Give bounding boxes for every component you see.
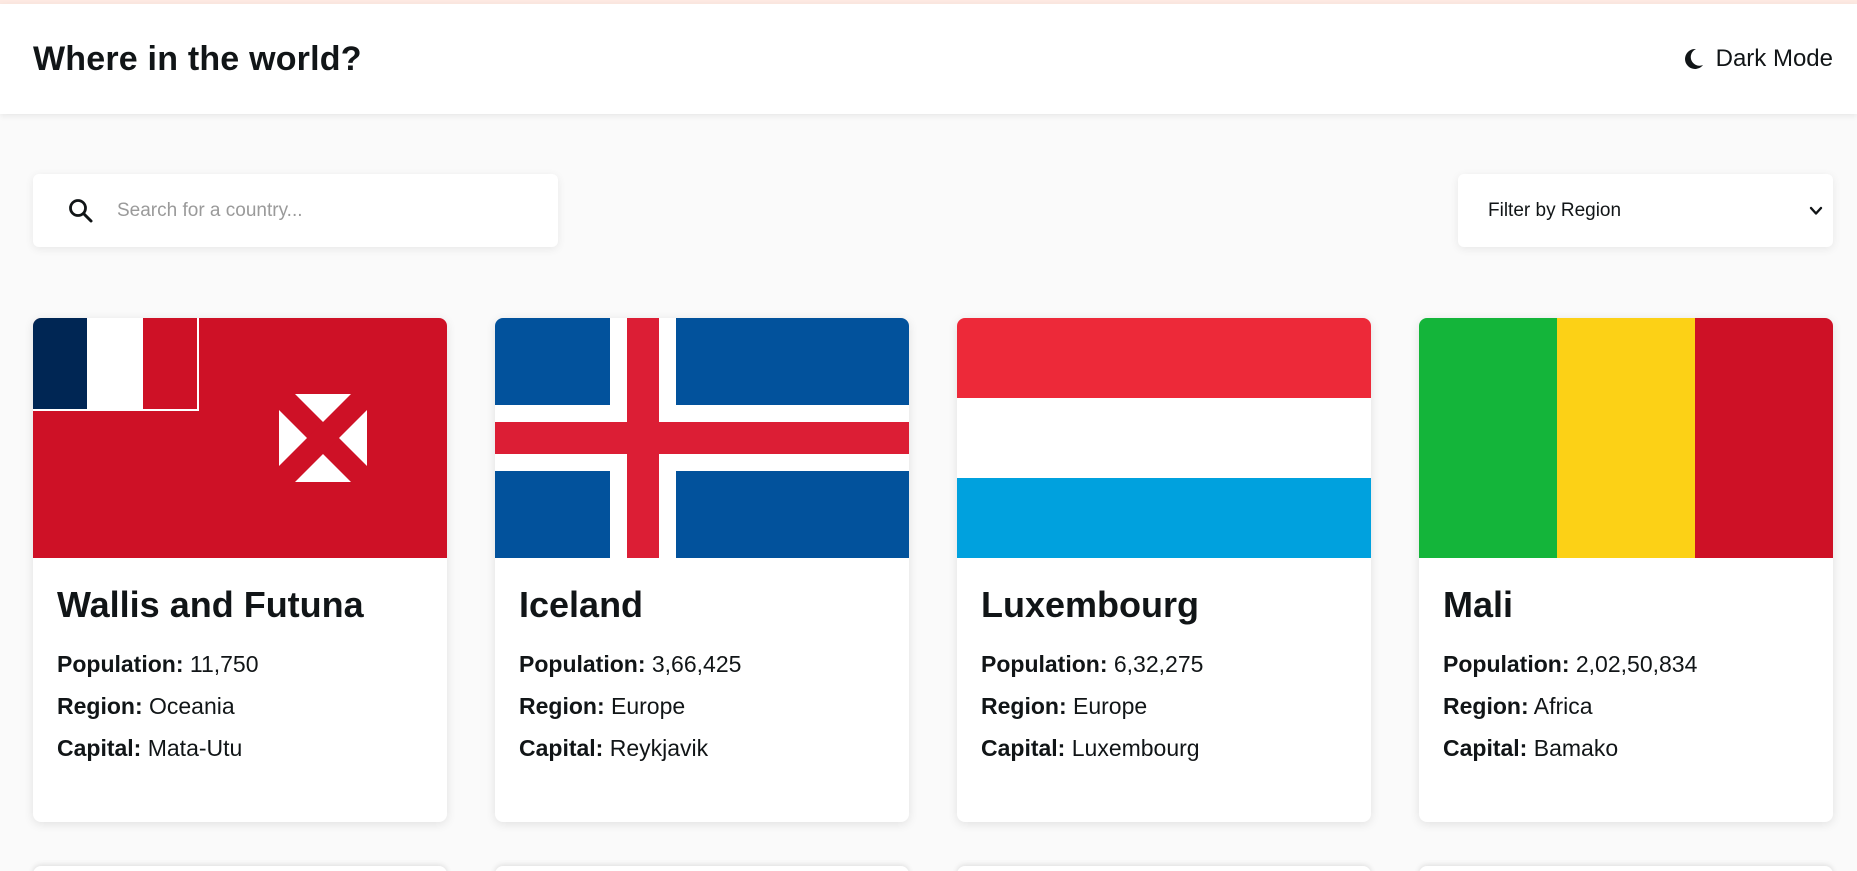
country-card[interactable]: Luxembourg Population: 6,32,275 Region: …	[957, 318, 1371, 822]
region-stat: Region: Europe	[981, 693, 1148, 719]
country-card-partial[interactable]	[1419, 866, 1833, 871]
chevron-down-icon	[1809, 206, 1823, 215]
country-name: Mali	[1443, 584, 1514, 625]
iceland-flag	[495, 318, 909, 558]
country-card-partial[interactable]	[495, 866, 909, 871]
population-stat: Population: 11,750	[57, 651, 259, 677]
country-name: Iceland	[519, 584, 644, 625]
capital-stat: Capital: Luxembourg	[981, 735, 1200, 761]
mali-flag	[1419, 318, 1833, 558]
top-accent-strip	[0, 0, 1857, 4]
country-name: Wallis and Futuna	[57, 584, 364, 625]
country-card[interactable]: Mali Population: 2,02,50,834 Region: Afr…	[1419, 318, 1833, 822]
wallis-and-futuna-flag	[33, 318, 447, 558]
search-icon	[69, 198, 93, 222]
dark-mode-toggle[interactable]: Dark Mode	[1684, 45, 1833, 73]
next-row-cards	[33, 866, 1833, 871]
luxembourg-flag	[957, 318, 1371, 558]
region-stat: Region: Oceania	[57, 693, 235, 719]
region-filter-label: Filter by Region	[1488, 199, 1622, 221]
country-card[interactable]: Iceland Population: 3,66,425 Region: Eur…	[495, 318, 909, 822]
population-stat: Population: 3,66,425	[519, 651, 742, 677]
country-name: Luxembourg	[981, 584, 1200, 625]
country-card-partial[interactable]	[33, 866, 447, 871]
country-grid: Wallis and Futuna Population: 11,750 Reg…	[33, 318, 1833, 822]
population-stat: Population: 6,32,275	[981, 651, 1204, 677]
search-input[interactable]	[117, 199, 517, 222]
country-card[interactable]: Wallis and Futuna Population: 11,750 Reg…	[33, 318, 447, 822]
search-box[interactable]	[33, 174, 558, 247]
moon-icon	[1684, 48, 1703, 69]
country-card-partial[interactable]	[957, 866, 1371, 871]
region-stat: Region: Africa	[1443, 693, 1593, 719]
site-title: Where in the world?	[33, 39, 362, 78]
site-header: Where in the world? Dark Mode	[0, 4, 1857, 114]
capital-stat: Capital: Bamako	[1443, 735, 1619, 761]
controls-bar: Filter by Region	[33, 174, 1833, 248]
capital-stat: Capital: Mata-Utu	[57, 735, 243, 761]
region-stat: Region: Europe	[519, 693, 686, 719]
capital-stat: Capital: Reykjavik	[519, 735, 709, 761]
dark-mode-label: Dark Mode	[1715, 45, 1833, 72]
population-stat: Population: 2,02,50,834	[1443, 651, 1698, 677]
region-filter-select[interactable]: Filter by Region	[1458, 174, 1833, 247]
